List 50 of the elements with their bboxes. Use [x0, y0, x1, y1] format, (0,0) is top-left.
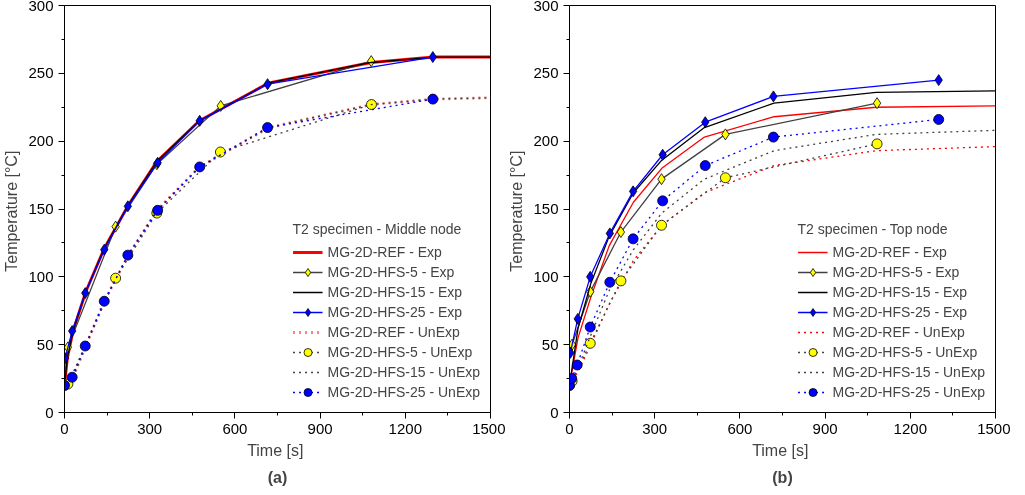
legend-label: MG-2D-REF - UnExp: [327, 323, 460, 342]
y-tick-label: 250: [533, 64, 559, 82]
y-tick-label: 100: [533, 267, 559, 285]
x-tick-label: 1200: [893, 419, 927, 437]
legend-label: MG-2D-HFS-5 - Exp: [832, 263, 960, 282]
x-tick-label: 1200: [388, 419, 422, 437]
x-tick-label: 900: [307, 419, 333, 437]
y-tick-label: 100: [28, 267, 54, 285]
legend-label: MG-2D-HFS-15 - UnExp: [327, 363, 480, 382]
y-tick-label: 200: [533, 132, 559, 150]
y-tick-label: 300: [28, 0, 54, 14]
legend-label: MG-2D-HFS-25 - UnExp: [327, 383, 480, 402]
text: (b): [772, 468, 793, 486]
legend-label: MG-2D-HFS-5 - UnExp: [832, 343, 978, 362]
x-tick-label: 300: [137, 419, 163, 437]
y-tick-label: 150: [533, 200, 559, 217]
x-tick-label: 300: [642, 419, 668, 437]
x-axis-title: Time [s]: [247, 441, 304, 459]
x-axis-title: Time [s]: [752, 441, 809, 459]
y-axis-title: Temperature [°C]: [3, 150, 21, 272]
legend-label: MG-2D-HFS-25 - Exp: [832, 303, 968, 322]
y-tick-label: 150: [28, 200, 54, 217]
legend-label: MG-2D-REF - Exp: [832, 243, 947, 262]
legend-title: T2 specimen - Middle node: [292, 221, 463, 237]
y-tick-label: 0: [45, 403, 54, 421]
y-tick-label: 250: [28, 64, 54, 82]
y-tick-label: 300: [533, 0, 559, 14]
text: (a): [267, 468, 288, 486]
x-tick-label: 0: [60, 419, 69, 437]
legend-label: MG-2D-HFS-15 - UnExp: [832, 363, 985, 382]
legend-title: T2 specimen - Top node: [797, 221, 949, 237]
legend-label: MG-2D-HFS-15 - Exp: [327, 283, 463, 302]
y-tick-label: 50: [541, 335, 559, 353]
legend-label: MG-2D-REF - Exp: [327, 243, 442, 262]
y-tick-label: 200: [28, 132, 54, 150]
legend-label: MG-2D-HFS-5 - Exp: [327, 263, 455, 282]
x-tick-label: 600: [222, 419, 248, 437]
legend-label: MG-2D-HFS-5 - UnExp: [327, 343, 473, 362]
x-tick-label: 600: [727, 419, 753, 437]
legend-label: MG-2D-HFS-25 - Exp: [327, 303, 463, 322]
x-tick-label: 900: [812, 419, 838, 437]
y-tick-label: 0: [550, 403, 559, 421]
legend-label: MG-2D-HFS-25 - UnExp: [832, 383, 985, 402]
x-tick-label: 0: [565, 419, 574, 437]
x-tick-label: 1500: [977, 419, 1011, 437]
legend-label: MG-2D-REF - UnExp: [832, 323, 965, 342]
y-tick-label: 50: [36, 335, 54, 353]
y-axis-title: Temperature [°C]: [508, 150, 526, 272]
legend-label: MG-2D-HFS-15 - Exp: [832, 283, 968, 302]
x-tick-label: 1500: [472, 419, 506, 437]
